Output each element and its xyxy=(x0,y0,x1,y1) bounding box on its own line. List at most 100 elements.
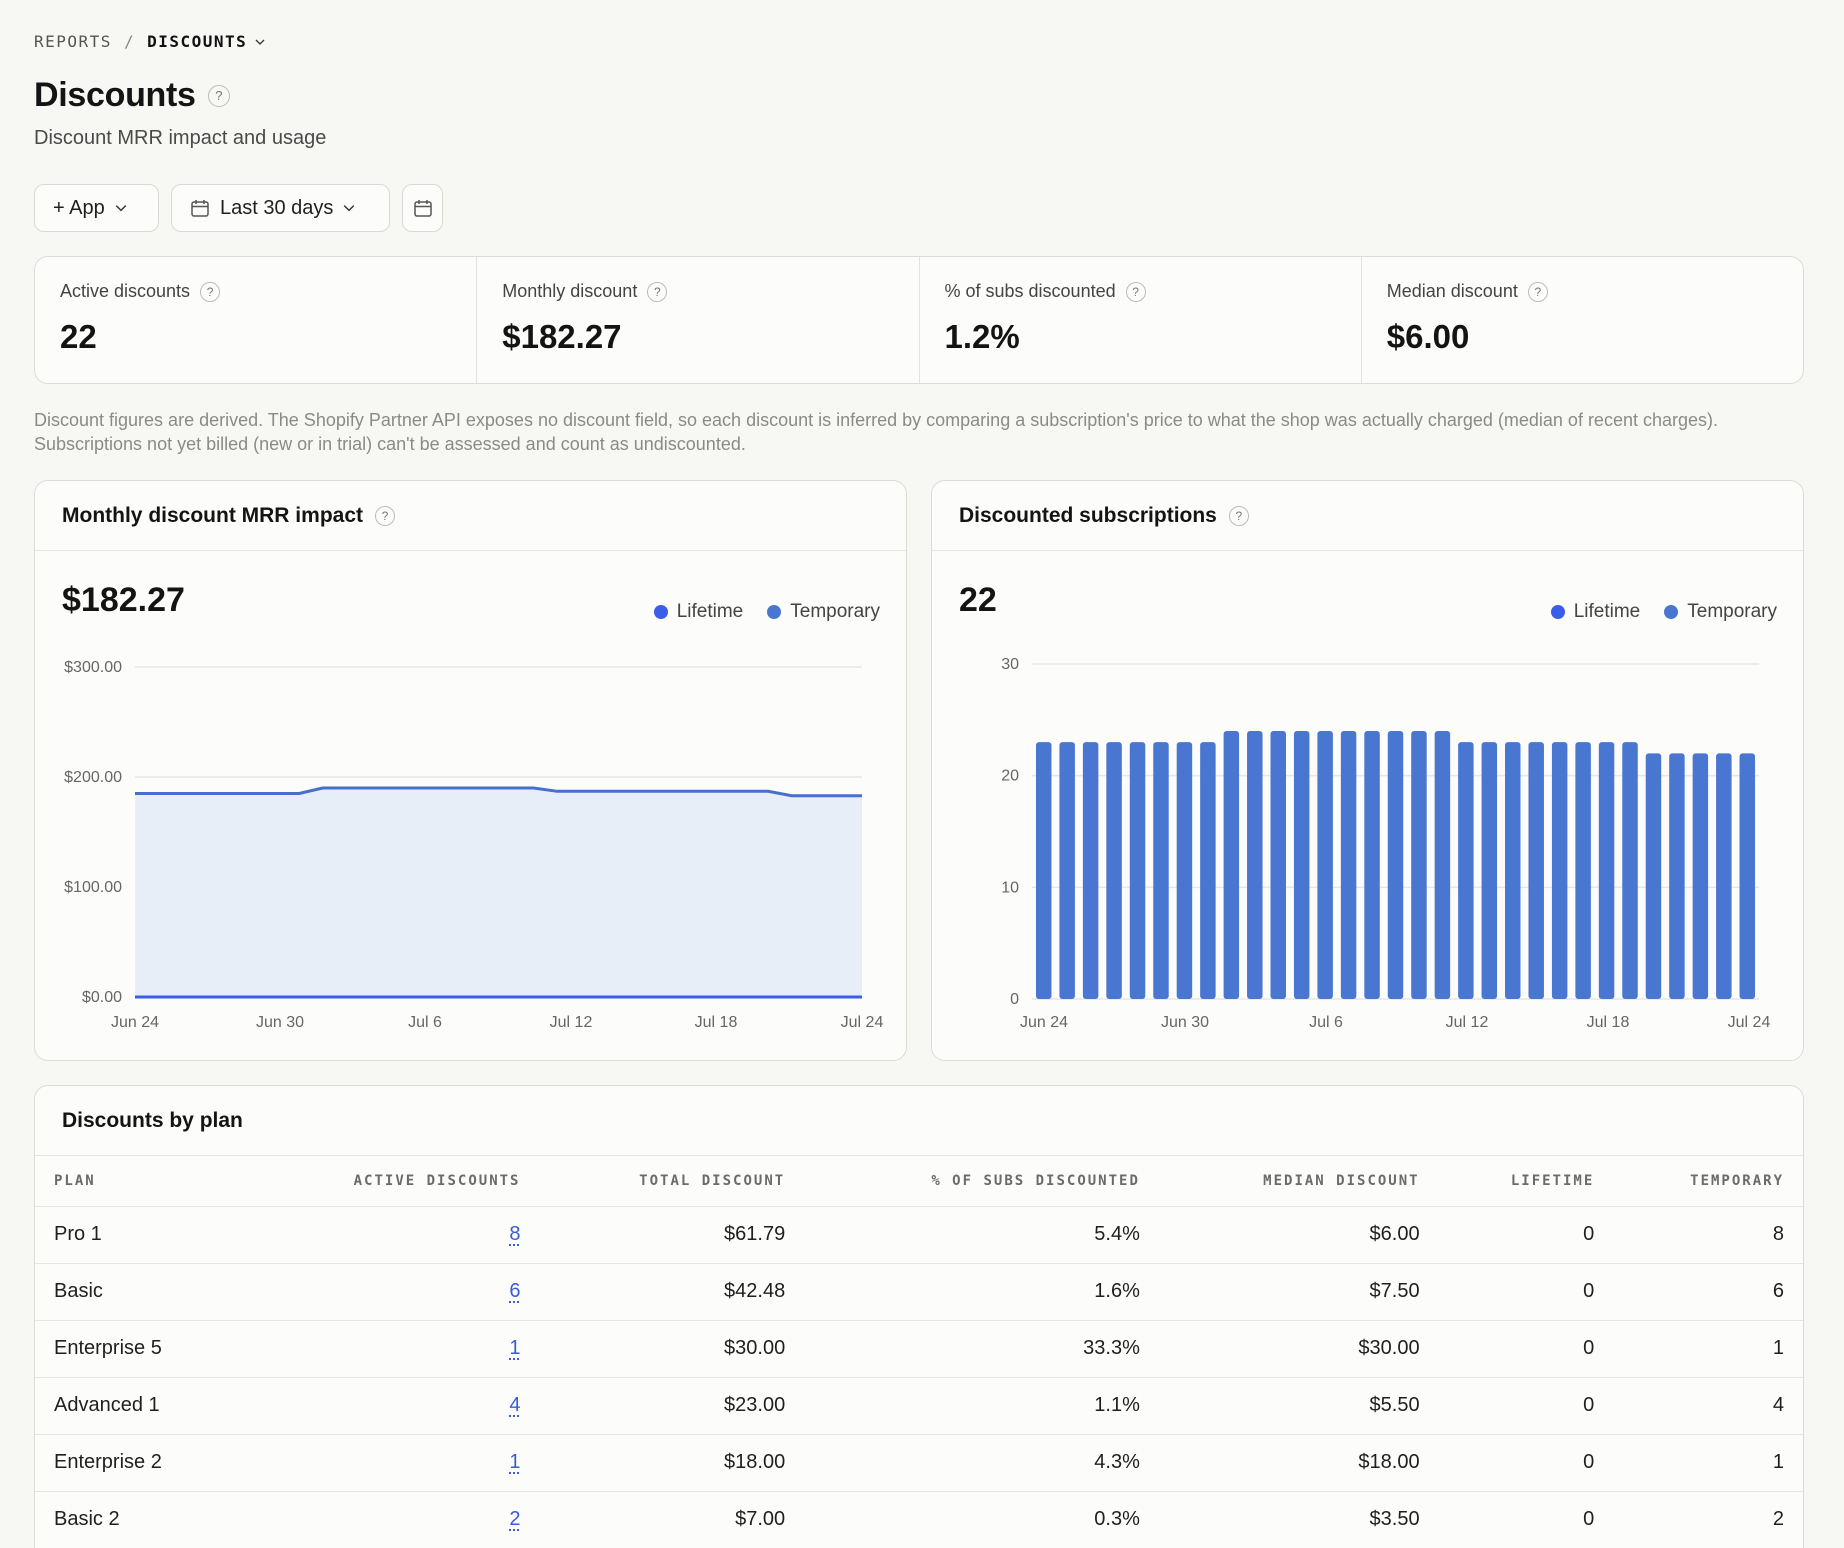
active-discounts-link[interactable]: 4 xyxy=(509,1394,521,1416)
breadcrumb-current[interactable]: DISCOUNTS xyxy=(147,32,265,51)
y-tick-label: $100.00 xyxy=(64,879,122,896)
help-icon[interactable]: ? xyxy=(647,281,668,302)
x-tick-label: Jul 18 xyxy=(695,1014,738,1031)
discounts-by-plan-card: Discounts by plan PLAN ACTIVE DISCOUNTS … xyxy=(34,1085,1804,1548)
table-cell: 33.3% xyxy=(804,1320,1159,1378)
bar xyxy=(1106,742,1122,999)
column-header[interactable]: LIFETIME xyxy=(1438,1156,1614,1207)
discounted-subs-card: Discounted subscriptions ? 22 Lifetime T… xyxy=(931,480,1804,1061)
help-icon[interactable]: ? xyxy=(375,505,395,526)
help-icon[interactable]: ? xyxy=(1527,281,1548,302)
table-cell: 0 xyxy=(1438,1377,1614,1435)
table-cell: Basic 2 xyxy=(35,1491,245,1548)
chevron-down-icon xyxy=(344,205,355,212)
column-header[interactable]: % OF SUBS DISCOUNTED xyxy=(804,1156,1159,1207)
legend-label: Lifetime xyxy=(676,601,744,622)
legend-temporary[interactable]: Temporary xyxy=(1664,601,1777,623)
page-title-text: Discounts xyxy=(34,76,196,114)
table-row[interactable]: Pro 1 8 $61.79 5.4% $6.00 0 8 xyxy=(35,1206,1803,1264)
legend-lifetime[interactable]: Lifetime xyxy=(1550,601,1641,623)
x-tick-label: Jun 24 xyxy=(1020,1014,1068,1031)
table-row[interactable]: Enterprise 5 1 $30.00 33.3% $30.00 0 1 xyxy=(35,1320,1803,1378)
breadcrumb-reports[interactable]: REPORTS xyxy=(34,32,112,51)
bar xyxy=(1059,742,1075,999)
active-discounts-link[interactable]: 8 xyxy=(509,1223,521,1245)
kpi-value: 1.2% xyxy=(944,318,1020,355)
bar xyxy=(1645,753,1662,999)
x-tick-label: Jul 18 xyxy=(1587,1014,1630,1031)
card-title: Discounts by plan xyxy=(62,1108,243,1132)
table-cell: $23.00 xyxy=(539,1377,805,1435)
help-icon[interactable]: ? xyxy=(200,281,221,302)
card-header: Monthly discount MRR impact ? xyxy=(35,481,906,551)
help-icon[interactable]: ? xyxy=(1228,505,1249,526)
table-cell: $42.48 xyxy=(539,1263,805,1321)
subs-total-value: 22 xyxy=(959,581,997,619)
table-cell: 5.4% xyxy=(804,1206,1159,1264)
table-cell: 0 xyxy=(1438,1320,1614,1378)
column-header[interactable]: PLAN xyxy=(35,1156,245,1207)
legend-temporary[interactable]: Temporary xyxy=(767,601,880,623)
legend-dot xyxy=(1550,605,1565,619)
legend-dot xyxy=(653,605,668,619)
chart-legend: Lifetime Temporary xyxy=(653,601,880,623)
legend-lifetime[interactable]: Lifetime xyxy=(653,601,744,623)
x-tick-label: Jun 30 xyxy=(1161,1014,1209,1031)
table-row[interactable]: Basic 2 2 $7.00 0.3% $3.50 0 2 xyxy=(35,1491,1803,1548)
breadcrumb-separator: / xyxy=(123,32,136,51)
bar xyxy=(1739,753,1756,999)
table-cell: Basic xyxy=(35,1263,245,1321)
kpi-subs-discounted: % of subs discounted? 1.2% xyxy=(920,257,1362,383)
bar xyxy=(1716,753,1732,999)
column-header[interactable]: TOTAL DISCOUNT xyxy=(539,1156,805,1207)
table-cell: 1 xyxy=(244,1320,540,1378)
table-cell: Enterprise 2 xyxy=(35,1434,245,1492)
y-tick-label: 0 xyxy=(1010,991,1019,1008)
bar xyxy=(1293,731,1310,999)
calendar-picker-button[interactable] xyxy=(402,184,443,232)
active-discounts-link[interactable]: 2 xyxy=(509,1508,521,1530)
table-row[interactable]: Basic 6 $42.48 1.6% $7.50 0 6 xyxy=(35,1263,1803,1321)
bar xyxy=(1622,742,1638,999)
legend-label: Lifetime xyxy=(1573,601,1641,622)
chevron-down-icon xyxy=(115,205,127,212)
active-discounts-link[interactable]: 6 xyxy=(509,1280,521,1302)
help-icon[interactable]: ? xyxy=(1125,281,1146,302)
legend-dot xyxy=(1664,605,1679,619)
x-tick-label: Jul 24 xyxy=(1728,1014,1771,1031)
breadcrumb: REPORTS / DISCOUNTS xyxy=(34,32,265,51)
table-cell: 0 xyxy=(1438,1491,1614,1548)
kpi-active-discounts: Active discounts? 22 xyxy=(35,257,478,383)
table-row[interactable]: Enterprise 2 1 $18.00 4.3% $18.00 0 1 xyxy=(35,1434,1803,1492)
bar xyxy=(1035,742,1052,999)
help-icon[interactable]: ? xyxy=(207,84,230,107)
temporary-area xyxy=(135,788,862,997)
active-discounts-link[interactable]: 1 xyxy=(509,1451,521,1473)
active-discounts-link[interactable]: 1 xyxy=(509,1337,521,1359)
derivation-note: Discount figures are derived. The Shopif… xyxy=(34,410,1719,454)
x-tick-label: Jul 6 xyxy=(408,1014,442,1031)
y-tick-label: 20 xyxy=(1001,768,1019,785)
column-header[interactable]: TEMPORARY xyxy=(1613,1156,1803,1207)
app-filter-button[interactable]: + App xyxy=(34,184,159,232)
column-header[interactable]: MEDIAN DISCOUNT xyxy=(1158,1156,1439,1207)
bar xyxy=(1411,731,1427,999)
column-header[interactable]: ACTIVE DISCOUNTS xyxy=(244,1156,540,1207)
legend-dot xyxy=(767,605,782,619)
table-header-row: PLAN ACTIVE DISCOUNTS TOTAL DISCOUNT % O… xyxy=(35,1156,1803,1207)
kpi-value: $6.00 xyxy=(1386,318,1470,355)
card-title: Monthly discount MRR impact xyxy=(62,503,363,527)
bar xyxy=(1176,742,1193,999)
table-cell: $5.50 xyxy=(1158,1377,1439,1435)
table-cell: $6.00 xyxy=(1158,1206,1439,1264)
table-cell: $18.00 xyxy=(1158,1434,1439,1492)
app-filter-label: + App xyxy=(53,196,105,219)
table-cell: 8 xyxy=(244,1206,540,1264)
table-row[interactable]: Advanced 1 4 $23.00 1.1% $5.50 0 4 xyxy=(35,1377,1803,1435)
bar xyxy=(1692,753,1709,999)
x-tick-label: Jun 24 xyxy=(111,1014,159,1031)
kpi-label: % of subs discounted xyxy=(944,281,1116,301)
date-range-dropdown[interactable]: Last 30 days xyxy=(171,184,390,232)
y-tick-label: $0.00 xyxy=(82,989,122,1006)
